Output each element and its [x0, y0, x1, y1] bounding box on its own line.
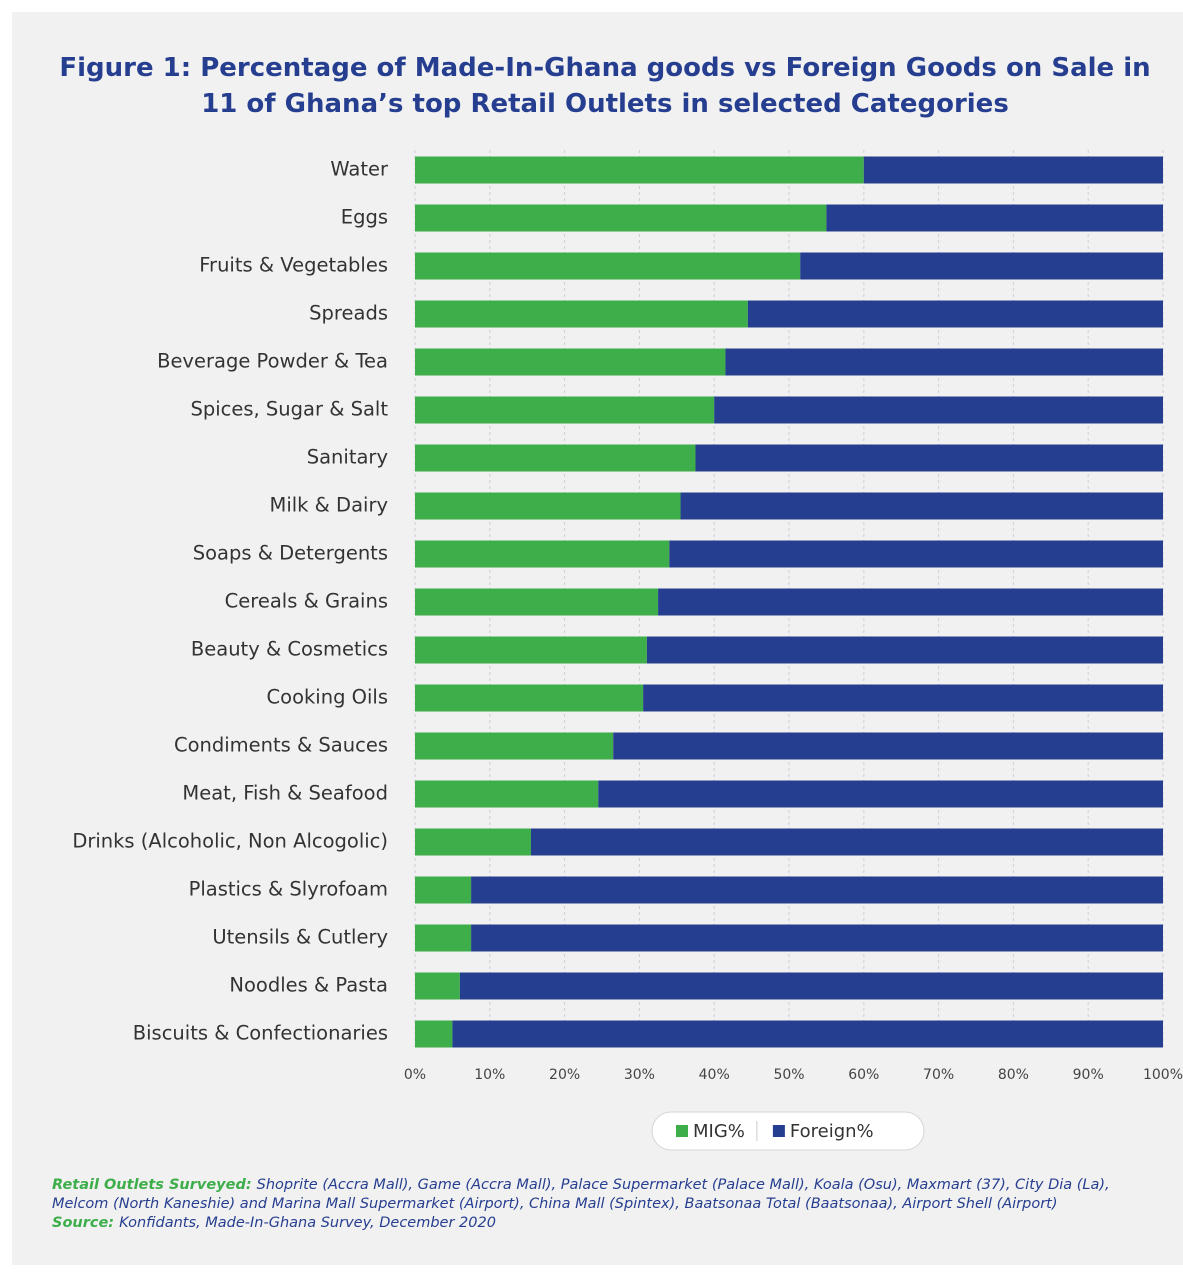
y-tick-label: Beauty & Cosmetics — [191, 638, 388, 661]
bar-segment — [613, 732, 1163, 760]
bar-segment — [415, 540, 670, 568]
bar-segment — [695, 444, 1163, 472]
bar-segment — [415, 300, 748, 328]
x-tick-label: 0% — [404, 1067, 426, 1083]
bar-segment — [415, 1020, 453, 1048]
bar-segment — [415, 156, 864, 184]
title-label: Figure 1: — [59, 53, 192, 83]
y-tick-label: Drinks (Alcoholic, Non Alcogolic) — [72, 830, 388, 853]
y-tick-label: Cooking Oils — [267, 686, 388, 709]
legend-label: MIG% — [693, 1121, 745, 1142]
x-tick-label: 10% — [474, 1067, 505, 1083]
notes: Retail Outlets Surveyed: Shoprite (Accra … — [52, 1176, 1162, 1233]
y-tick-label: Meat, Fish & Seafood — [182, 782, 388, 805]
y-tick-label: Spices, Sugar & Salt — [190, 398, 388, 421]
bar-segment — [459, 972, 1163, 1000]
legend-label: Foreign% — [790, 1121, 874, 1142]
y-tick-label: Fruits & Vegetables — [199, 254, 388, 277]
note-text: Shoprite (Accra Mall), Game (Accra Mall)… — [52, 1177, 1110, 1212]
bar-segment — [415, 204, 827, 232]
note-label: Source: — [52, 1215, 115, 1231]
y-tick-label: Condiments & Sauces — [174, 734, 388, 757]
bar-segment — [643, 684, 1163, 712]
bar-segment — [669, 540, 1163, 568]
note: Retail Outlets Surveyed: Shoprite (Accra … — [52, 1176, 1162, 1214]
bar-segment — [415, 828, 531, 856]
bar-segment — [714, 396, 1163, 424]
bar-segment — [646, 636, 1163, 664]
bar-segment — [452, 1020, 1163, 1048]
bar-segment — [415, 444, 696, 472]
legend-box — [651, 1111, 925, 1151]
bar-segment — [826, 204, 1163, 232]
x-tick-label: 90% — [1073, 1067, 1104, 1083]
bar-segment — [530, 828, 1163, 856]
y-tick-label: Spreads — [309, 302, 388, 325]
bar-segment — [471, 876, 1164, 904]
y-tick-label: Biscuits & Confectionaries — [133, 1022, 388, 1045]
y-tick-label: Eggs — [341, 206, 388, 229]
note-label: Retail Outlets Surveyed: — [52, 1177, 252, 1193]
x-tick-label: 20% — [549, 1067, 580, 1083]
bar-segment — [415, 636, 647, 664]
y-tick-label: Water — [330, 158, 389, 181]
title-text: Percentage of Made-In-Ghana goods vs For… — [200, 53, 1151, 119]
bar-segment — [863, 156, 1163, 184]
x-tick-label: 50% — [773, 1067, 804, 1083]
x-tick-label: 60% — [848, 1067, 879, 1083]
chart-title: Figure 1: Percentage of Made-In-Ghana go… — [40, 50, 1170, 122]
y-tick-label: Noodles & Pasta — [229, 974, 388, 997]
bar-segment — [415, 780, 599, 808]
y-tick-label: Plastics & Slyrofoam — [189, 878, 388, 901]
note-text: Konfidants, Made-In-Ghana Survey, Decemb… — [119, 1215, 496, 1231]
bar-segment — [658, 588, 1163, 616]
bar-segment — [800, 252, 1163, 280]
y-tick-label: Utensils & Cutlery — [212, 926, 388, 949]
x-tick-label: 30% — [624, 1067, 655, 1083]
bar-segment — [415, 924, 472, 952]
bar-segment — [471, 924, 1164, 952]
y-tick-label: Milk & Dairy — [270, 494, 389, 517]
y-tick-label: Sanitary — [307, 446, 388, 469]
bar-segment — [415, 396, 715, 424]
bar-segment — [415, 588, 659, 616]
bar-segment — [415, 684, 644, 712]
x-tick-label: 40% — [699, 1067, 730, 1083]
bar-segment — [680, 492, 1163, 520]
y-tick-label: Cereals & Grains — [225, 590, 388, 613]
x-tick-label: 100% — [1143, 1067, 1183, 1083]
x-tick-label: 80% — [998, 1067, 1029, 1083]
bar-segment — [598, 780, 1163, 808]
bar-segment — [415, 252, 801, 280]
y-tick-label: Beverage Powder & Tea — [157, 350, 388, 373]
bar-segment — [415, 492, 681, 520]
bar-segment — [725, 348, 1163, 376]
bar-segment — [415, 876, 472, 904]
bar-segment — [415, 972, 460, 1000]
x-tick-label: 70% — [923, 1067, 954, 1083]
note: Source: Konfidants, Made-In-Ghana Survey,… — [52, 1214, 1162, 1233]
y-tick-label: Soaps & Detergents — [193, 542, 388, 565]
bar-segment — [747, 300, 1163, 328]
legend-swatch — [772, 1125, 785, 1137]
legend: MIG% Foreign% — [651, 1111, 925, 1151]
legend-swatch — [676, 1125, 688, 1137]
bar-segment — [415, 348, 726, 376]
bar-segment — [415, 732, 614, 760]
